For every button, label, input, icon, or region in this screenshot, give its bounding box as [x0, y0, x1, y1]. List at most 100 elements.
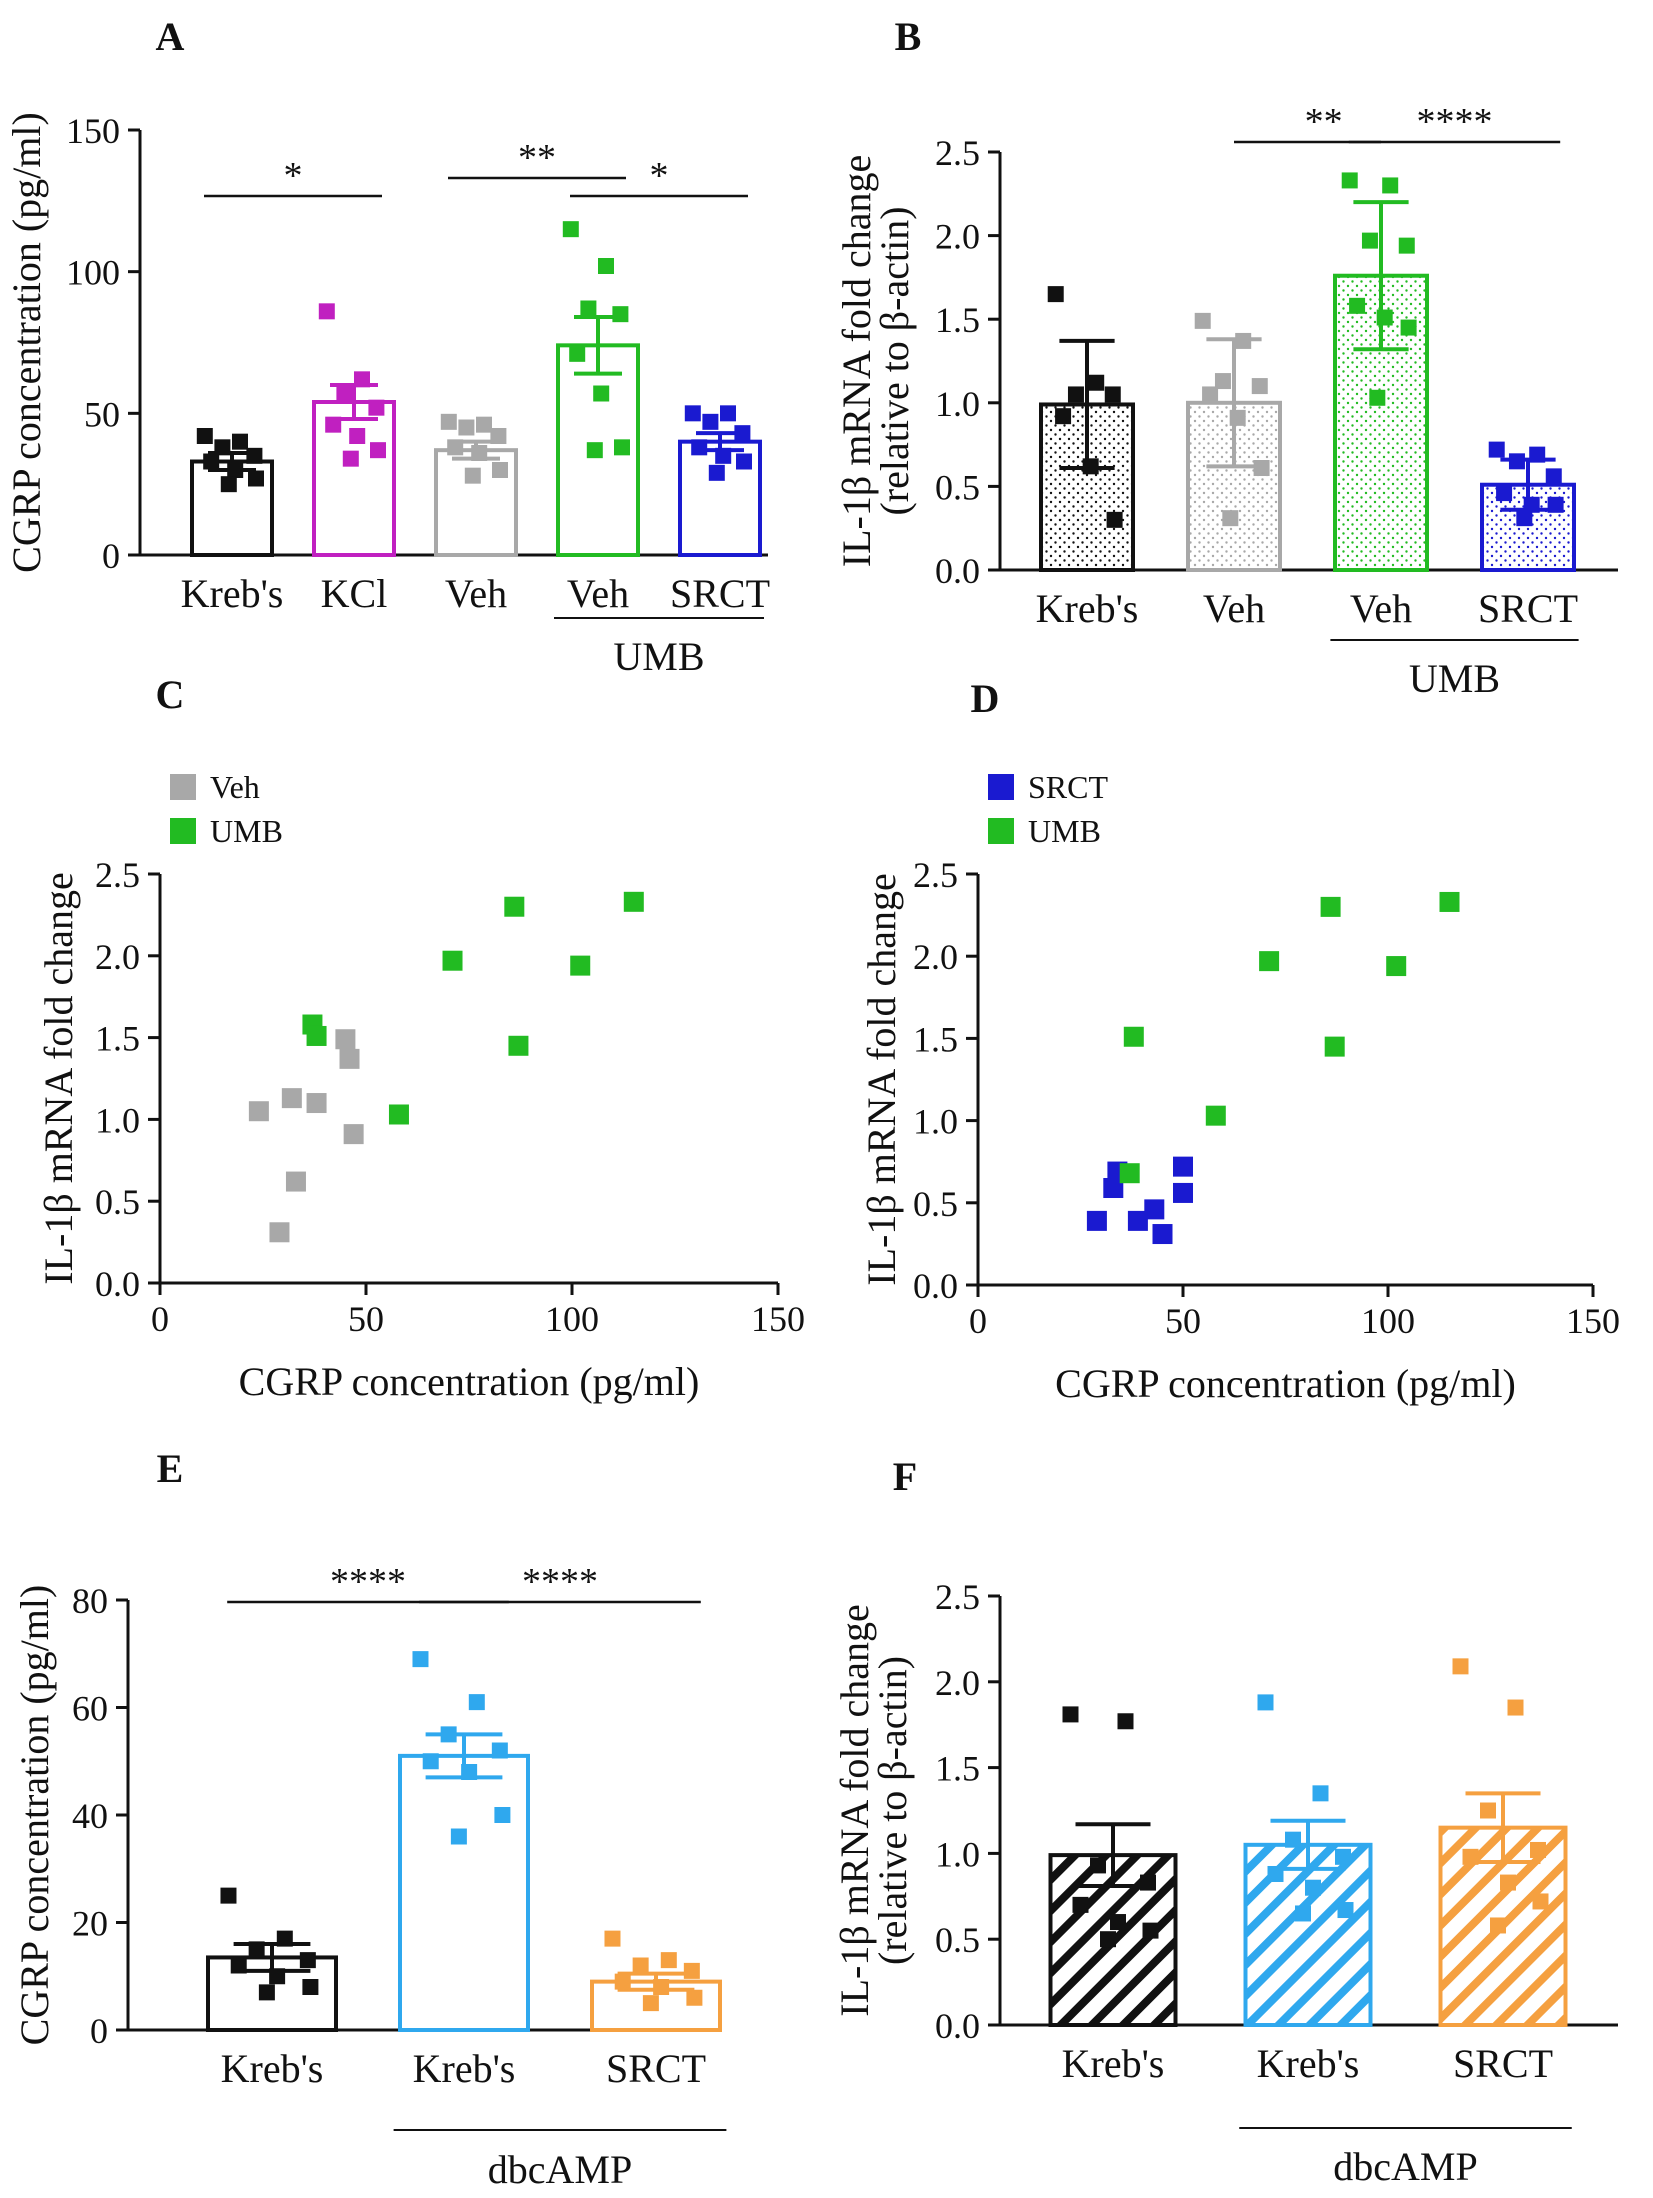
y-axis-label-secondary: (relative to β-actin) [870, 1656, 915, 1965]
scatter-point [1324, 1036, 1345, 1057]
data-point [1235, 332, 1252, 349]
data-point [1462, 1848, 1479, 1865]
legend-label: SRCT [1028, 769, 1108, 805]
data-point [232, 433, 248, 450]
data-point [1305, 1879, 1321, 1896]
x-tick-label: 150 [751, 1299, 805, 1339]
scatter-point [339, 1048, 360, 1069]
y-tick-label: 50 [84, 394, 120, 434]
legend-swatch [170, 818, 196, 844]
scatter-point [1103, 1178, 1124, 1199]
data-point [1523, 496, 1540, 513]
scatter-point [343, 1124, 364, 1145]
y-tick-label: 0.5 [935, 467, 980, 507]
data-point [468, 1694, 485, 1711]
data-point [569, 345, 586, 362]
data-point [1142, 1922, 1159, 1939]
x-axis-label: CGRP concentration (pg/ml) [239, 1359, 700, 1404]
data-point [450, 1828, 467, 1845]
data-point [1496, 485, 1513, 502]
panel-letter: F [893, 1454, 917, 1499]
y-axis-label: CGRP concentration (pg/ml) [12, 1585, 57, 2046]
data-point [461, 1764, 478, 1780]
y-tick-label: 2.0 [935, 217, 980, 257]
scatter-point [1259, 951, 1280, 972]
y-tick-label: 1.0 [935, 1834, 980, 1874]
category-label: Kreb's [181, 571, 284, 616]
data-point [1452, 1658, 1469, 1675]
legend-swatch [170, 774, 196, 800]
data-point [1341, 172, 1358, 189]
data-point [1229, 409, 1246, 426]
bar [398, 1753, 530, 2032]
panel-e: E CGRP concentration (pg/ml) 0 20 40 60 80 Kreb… [12, 1446, 727, 2192]
y-tick-label: 2.5 [95, 855, 140, 895]
data-point [1295, 1905, 1311, 1922]
data-point [1382, 177, 1399, 194]
data-point [1285, 1831, 1301, 1848]
panel-b: B IL-1β mRNA fold change(relative to β-ac… [834, 14, 1618, 701]
data-point [614, 1973, 631, 1990]
data-point [447, 439, 464, 456]
data-point [632, 1957, 649, 1974]
data-point [276, 1930, 293, 1947]
y-axis-label: IL-1β mRNA fold change [36, 872, 81, 1284]
data-point [1202, 386, 1219, 403]
y-tick-label: 1.5 [935, 300, 980, 340]
scatter-point [1205, 1105, 1226, 1126]
data-point [702, 413, 719, 430]
significance-label: **** [522, 1561, 598, 1603]
significance-label: **** [1417, 101, 1493, 143]
scatter-point [1439, 891, 1460, 912]
data-point [1253, 460, 1270, 477]
panel-c: C IL-1β mRNA fold change 0.0 0.5 1.0 1.5 2.0 2.… [36, 672, 805, 1404]
data-point [302, 1979, 319, 1995]
y-tick-label: 2.0 [913, 937, 958, 977]
scatter-point [1127, 1210, 1148, 1231]
data-point [598, 258, 614, 274]
panel-letter: D [971, 676, 1000, 721]
group-label: dbcAMP [488, 2147, 632, 2192]
data-point [1398, 237, 1415, 254]
data-point [491, 1742, 508, 1759]
data-point [708, 464, 725, 481]
data-point [227, 462, 244, 478]
category-label: Kreb's [221, 2046, 324, 2091]
data-point [1369, 389, 1386, 406]
data-point [1400, 319, 1417, 336]
y-tick-label: 1.0 [95, 1100, 140, 1140]
data-point [1110, 1914, 1126, 1931]
data-point [1545, 468, 1562, 485]
y-tick-label: 1.0 [913, 1102, 958, 1142]
data-point [1104, 386, 1121, 403]
scatter-point [442, 950, 463, 971]
data-point [1222, 510, 1239, 527]
scatter-point [1152, 1224, 1173, 1245]
scatter-point [306, 1025, 327, 1046]
bar [1243, 1842, 1373, 2027]
scatter-point [281, 1088, 302, 1109]
data-point [490, 428, 507, 444]
y-tick-label: 0.0 [913, 1266, 958, 1306]
legend-swatch [988, 774, 1014, 800]
data-point [214, 439, 231, 456]
data-point [476, 416, 492, 433]
data-point [1100, 1931, 1116, 1948]
data-point [734, 425, 751, 442]
data-point [1488, 441, 1505, 458]
y-axis-label: IL-1β mRNA fold change [832, 1604, 877, 2016]
data-point [1267, 1865, 1284, 1882]
scatter-point [1086, 1210, 1107, 1231]
data-point [1106, 511, 1123, 528]
data-point [1047, 286, 1064, 303]
data-point [412, 1651, 429, 1668]
data-point [1337, 1902, 1354, 1919]
data-point [1547, 496, 1564, 513]
x-tick-label: 50 [348, 1299, 384, 1339]
data-point [562, 221, 579, 238]
data-point [299, 1952, 316, 1969]
panel-letter: B [895, 14, 922, 59]
data-point [1529, 446, 1546, 463]
y-tick-label: 1.5 [935, 1749, 980, 1789]
